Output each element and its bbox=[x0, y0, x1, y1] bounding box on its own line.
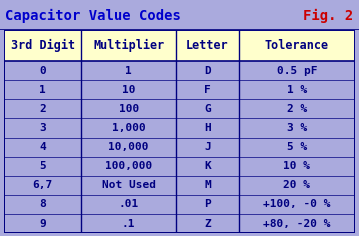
Text: 1,000: 1,000 bbox=[112, 123, 145, 133]
Text: 5: 5 bbox=[39, 161, 46, 171]
Text: Fig. 2: Fig. 2 bbox=[303, 9, 354, 23]
Text: D: D bbox=[204, 66, 211, 76]
Text: 2: 2 bbox=[39, 104, 46, 114]
Text: 100,000: 100,000 bbox=[105, 161, 152, 171]
Text: H: H bbox=[204, 123, 211, 133]
Text: Not Used: Not Used bbox=[102, 180, 156, 190]
Text: Letter: Letter bbox=[186, 39, 229, 52]
Text: 100: 100 bbox=[118, 104, 139, 114]
Text: 10,000: 10,000 bbox=[108, 142, 149, 152]
Text: 2 %: 2 % bbox=[287, 104, 307, 114]
Text: +100, -0 %: +100, -0 % bbox=[263, 199, 331, 210]
Text: 0.5 pF: 0.5 pF bbox=[277, 66, 317, 76]
Text: .1: .1 bbox=[122, 219, 135, 229]
Text: G: G bbox=[204, 104, 211, 114]
Text: 3: 3 bbox=[39, 123, 46, 133]
Text: 10 %: 10 % bbox=[283, 161, 311, 171]
Text: P: P bbox=[204, 199, 211, 210]
Text: .01: .01 bbox=[118, 199, 139, 210]
Text: 5 %: 5 % bbox=[287, 142, 307, 152]
Text: +80, -20 %: +80, -20 % bbox=[263, 219, 331, 229]
Text: 4: 4 bbox=[39, 142, 46, 152]
Text: 9: 9 bbox=[39, 219, 46, 229]
Text: 1 %: 1 % bbox=[287, 85, 307, 95]
Text: J: J bbox=[204, 142, 211, 152]
Text: 0: 0 bbox=[39, 66, 46, 76]
Bar bbox=[4, 30, 355, 61]
Text: 6,7: 6,7 bbox=[33, 180, 53, 190]
Text: 10: 10 bbox=[122, 85, 135, 95]
Text: F: F bbox=[204, 85, 211, 95]
Text: M: M bbox=[204, 180, 211, 190]
Text: K: K bbox=[204, 161, 211, 171]
Text: Multiplier: Multiplier bbox=[93, 39, 164, 52]
Text: 8: 8 bbox=[39, 199, 46, 210]
Text: 3rd Digit: 3rd Digit bbox=[11, 39, 75, 52]
Text: 3 %: 3 % bbox=[287, 123, 307, 133]
Text: 1: 1 bbox=[39, 85, 46, 95]
Text: 20 %: 20 % bbox=[283, 180, 311, 190]
Text: 1: 1 bbox=[125, 66, 132, 76]
Text: Z: Z bbox=[204, 219, 211, 229]
Text: Tolerance: Tolerance bbox=[265, 39, 329, 52]
Text: Capacitor Value Codes: Capacitor Value Codes bbox=[5, 9, 181, 23]
